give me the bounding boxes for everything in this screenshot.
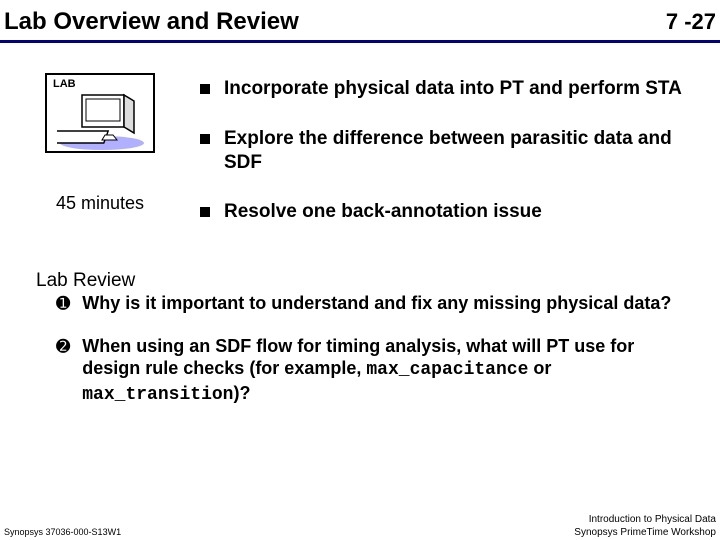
- lab-box: LAB: [45, 73, 155, 153]
- square-bullet-icon: [200, 84, 210, 94]
- code-snippet: max_transition: [82, 385, 233, 405]
- code-snippet: max_capacitance: [366, 360, 528, 380]
- review-prefix: When using an SDF flow for timing analys…: [82, 336, 634, 379]
- review-mid: or: [528, 358, 551, 378]
- bullet-item: Resolve one back-annotation issue: [200, 200, 690, 224]
- review-text: Why is it important to understand and fi…: [82, 292, 671, 315]
- footer-row: Synopsys 37036-000-S13W1 Synopsys PrimeT…: [4, 527, 716, 538]
- slide-footer: Introduction to Physical Data Synopsys 3…: [0, 514, 720, 538]
- page-number: 7 -27: [666, 9, 716, 35]
- bullet-text: Resolve one back-annotation issue: [224, 200, 542, 224]
- top-row: LAB 45 minutes Incorporate physical data…: [30, 73, 690, 250]
- slide-content: LAB 45 minutes Incorporate physical data…: [0, 43, 720, 406]
- footer-workshop: Synopsys PrimeTime Workshop: [574, 527, 716, 538]
- review-item: ➊ Why is it important to understand and …: [36, 292, 690, 315]
- lab-duration: 45 minutes: [56, 193, 144, 214]
- lab-label: LAB: [53, 78, 76, 90]
- review-suffix: )?: [233, 383, 250, 403]
- lab-column: LAB 45 minutes: [30, 73, 170, 250]
- square-bullet-icon: [200, 134, 210, 144]
- slide-header: Lab Overview and Review 7 -27: [0, 0, 720, 43]
- number-two-icon: ➋: [56, 337, 70, 407]
- bullet-list: Incorporate physical data into PT and pe…: [200, 73, 690, 250]
- review-heading: Lab Review: [36, 270, 690, 292]
- review-item: ➋ When using an SDF flow for timing anal…: [36, 335, 690, 407]
- bullet-text: Incorporate physical data into PT and pe…: [224, 77, 682, 101]
- bullet-item: Incorporate physical data into PT and pe…: [200, 77, 690, 101]
- number-one-icon: ➊: [56, 294, 70, 315]
- review-text: When using an SDF flow for timing analys…: [82, 335, 690, 407]
- computer-icon: [57, 93, 147, 151]
- lab-review-section: Lab Review ➊ Why is it important to unde…: [30, 270, 690, 406]
- footer-topic: Introduction to Physical Data: [589, 514, 716, 525]
- footer-doc-id: Synopsys 37036-000-S13W1: [4, 527, 121, 538]
- square-bullet-icon: [200, 207, 210, 217]
- slide-title: Lab Overview and Review: [4, 8, 299, 36]
- bullet-item: Explore the difference between parasitic…: [200, 127, 690, 175]
- bullet-text: Explore the difference between parasitic…: [224, 127, 690, 175]
